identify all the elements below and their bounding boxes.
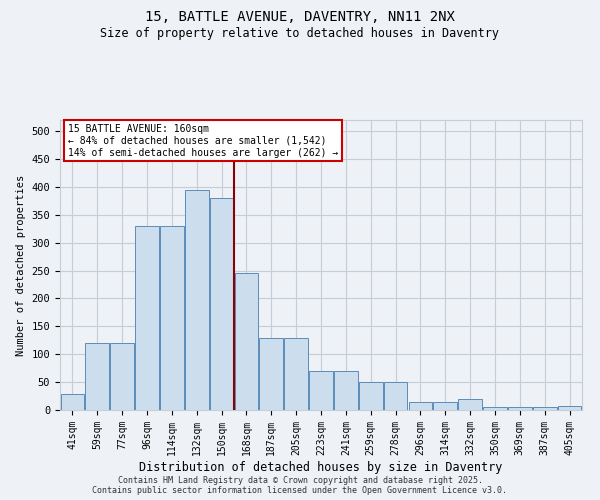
Bar [284,338,308,410]
Text: 15, BATTLE AVENUE, DAVENTRY, NN11 2NX: 15, BATTLE AVENUE, DAVENTRY, NN11 2NX [145,10,455,24]
Bar [85,343,109,410]
Bar [160,226,184,410]
Bar [384,382,407,410]
Bar [359,382,383,410]
Bar [309,371,333,410]
Bar [433,402,457,410]
Y-axis label: Number of detached properties: Number of detached properties [16,174,26,356]
Bar [483,407,507,410]
Bar [409,402,432,410]
Bar [558,406,581,410]
Bar [458,399,482,410]
Bar [210,198,233,410]
Bar [135,226,159,410]
Bar [61,394,84,410]
X-axis label: Distribution of detached houses by size in Daventry: Distribution of detached houses by size … [139,460,503,473]
Bar [110,343,134,410]
Text: Contains HM Land Registry data © Crown copyright and database right 2025.
Contai: Contains HM Land Registry data © Crown c… [92,476,508,495]
Bar [508,407,532,410]
Bar [533,407,557,410]
Bar [235,274,258,410]
Text: 15 BATTLE AVENUE: 160sqm
← 84% of detached houses are smaller (1,542)
14% of sem: 15 BATTLE AVENUE: 160sqm ← 84% of detach… [68,124,338,158]
Bar [334,371,358,410]
Bar [259,338,283,410]
Bar [185,190,209,410]
Text: Size of property relative to detached houses in Daventry: Size of property relative to detached ho… [101,28,499,40]
